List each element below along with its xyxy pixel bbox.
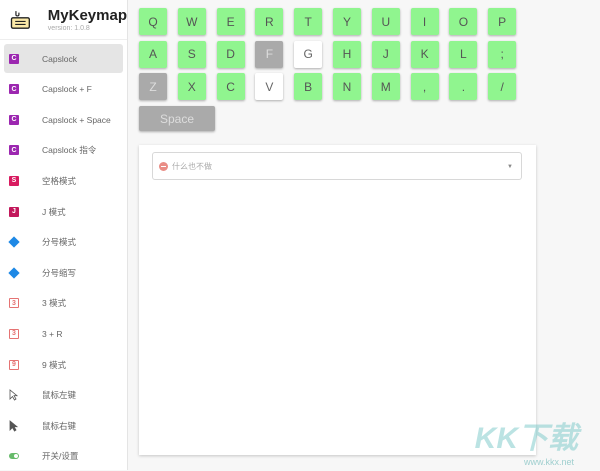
key[interactable]: A — [139, 40, 167, 68]
sidebar-item-label: 鼠标左键 — [42, 390, 77, 401]
no-entry-icon — [159, 161, 168, 171]
letter-c-icon: C — [9, 84, 19, 95]
key[interactable]: D — [216, 40, 245, 68]
key[interactable]: Q — [139, 8, 167, 35]
toggle-icon — [9, 451, 19, 461]
digit-3-icon: 3 — [9, 298, 19, 309]
key[interactable]: Z — [139, 73, 167, 100]
sidebar-item-label: J 模式 — [42, 206, 66, 217]
key[interactable]: O — [449, 8, 478, 35]
key[interactable]: E — [216, 8, 245, 35]
key[interactable]: N — [333, 73, 361, 100]
cursor-filled-icon — [9, 419, 19, 432]
key[interactable]: G — [294, 40, 323, 68]
sidebar-item-label: Capslock — [42, 53, 77, 64]
sidebar-item-label: 空格模式 — [42, 175, 77, 186]
key[interactable]: J — [371, 40, 400, 68]
action-select-value: 什么也不做 — [172, 161, 212, 171]
key[interactable]: V — [255, 73, 284, 100]
key[interactable]: F — [255, 40, 284, 68]
sidebar-item-label: 鼠标右键 — [42, 420, 77, 431]
diamond-icon — [8, 236, 20, 248]
key[interactable]: P — [488, 8, 517, 35]
sidebar-item-label: Capslock + Space — [42, 114, 111, 125]
sidebar-item[interactable]: 分号模式 — [4, 228, 123, 257]
keyboard-logo-icon — [10, 10, 30, 29]
sidebar-item[interactable]: C Capslock + Space — [4, 105, 123, 134]
sidebar-item-label: 分号缩写 — [42, 267, 77, 278]
sidebar-item[interactable]: 3 3 模式 — [4, 289, 123, 318]
sidebar-item[interactable]: 开关/设置 — [4, 442, 123, 471]
sidebar-item[interactable]: C Capslock + F — [4, 75, 123, 104]
key-space[interactable]: Space — [139, 106, 215, 131]
sidebar: MyKeymap version: 1.0.8 C Capslock C Capsloc… — [0, 0, 128, 470]
key[interactable]: T — [294, 8, 323, 35]
sidebar-item-label: 9 模式 — [42, 359, 67, 370]
action-panel: 什么也不做 ▼ — [139, 145, 536, 455]
digit-3-icon: 3 — [9, 328, 19, 339]
watermark: KK下载 — [474, 422, 578, 455]
key[interactable]: B — [294, 73, 323, 100]
key[interactable]: / — [488, 73, 517, 100]
sidebar-item-label: 3 模式 — [42, 298, 67, 309]
watermark-url: www.kkx.net — [523, 457, 574, 467]
sidebar-item[interactable]: 分号缩写 — [4, 258, 123, 287]
key[interactable]: K — [410, 40, 439, 68]
sidebar-item-label: 开关/设置 — [42, 451, 79, 462]
key[interactable]: R — [255, 8, 284, 35]
sidebar-item[interactable]: 9 9 模式 — [4, 350, 123, 379]
key[interactable]: Y — [333, 8, 361, 35]
sidebar-item-label: 3 + R — [42, 328, 63, 339]
key[interactable]: I — [410, 8, 439, 35]
letter-c-icon: C — [9, 53, 19, 64]
diamond-icon — [8, 267, 20, 279]
key[interactable]: , — [410, 73, 439, 100]
app-version: version: 1.0.8 — [47, 24, 90, 32]
key[interactable]: U — [371, 8, 400, 35]
action-select[interactable]: 什么也不做 ▼ — [152, 152, 522, 180]
key[interactable]: ; — [488, 40, 517, 68]
cursor-icon — [9, 389, 19, 401]
sidebar-item-label: Capslock 指令 — [42, 145, 97, 156]
key[interactable]: W — [177, 8, 206, 35]
key[interactable]: H — [333, 40, 361, 68]
key[interactable]: C — [216, 73, 245, 100]
digit-9-icon: 9 — [9, 359, 19, 370]
letter-c-icon: C — [9, 145, 19, 156]
app-title: MyKeymap — [47, 6, 127, 24]
sidebar-item[interactable]: S 空格模式 — [4, 166, 123, 195]
sidebar-item[interactable]: 3 3 + R — [4, 319, 123, 348]
letter-s-icon: S — [9, 175, 19, 186]
sidebar-item[interactable]: 鼠标右键 — [4, 411, 123, 440]
key[interactable]: X — [177, 73, 206, 100]
sidebar-item[interactable]: C Capslock — [4, 44, 123, 73]
key[interactable]: . — [449, 73, 478, 100]
letter-j-icon: J — [9, 206, 19, 217]
sidebar-item[interactable]: J J 模式 — [4, 197, 123, 226]
sidebar-item[interactable]: C Capslock 指令 — [4, 136, 123, 165]
brand: MyKeymap version: 1.0.8 — [0, 0, 127, 40]
sidebar-item-label: Capslock + F — [42, 84, 92, 95]
key[interactable]: M — [371, 73, 400, 100]
key[interactable]: L — [449, 40, 478, 68]
letter-c-icon: C — [9, 114, 19, 125]
caret-down-icon: ▼ — [507, 164, 513, 170]
sidebar-item[interactable]: 鼠标左键 — [4, 381, 123, 410]
key[interactable]: S — [177, 40, 206, 68]
sidebar-item-label: 分号模式 — [42, 237, 77, 248]
